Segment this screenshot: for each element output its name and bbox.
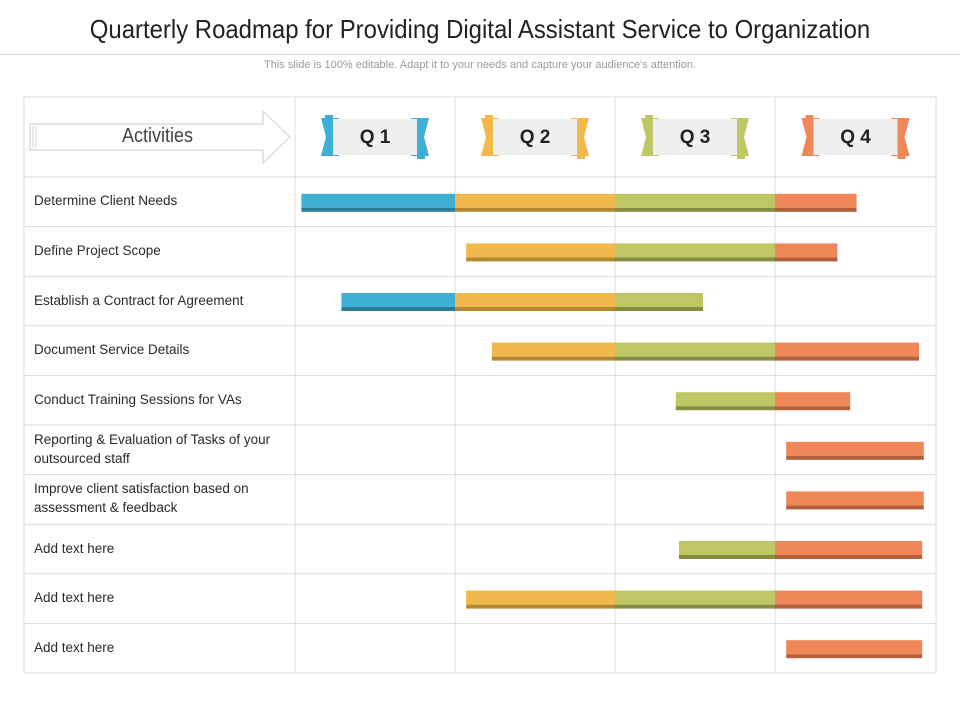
- quarter-tab-1: [321, 115, 429, 159]
- quarter-tab-notch: [645, 115, 653, 118]
- grid-lines: [23, 96, 937, 674]
- bar-segment-q4: [786, 441, 924, 456]
- activity-label: Document Service Details: [34, 342, 190, 358]
- activity-label: Add text here: [34, 639, 115, 655]
- bar-segment-shadow: [341, 307, 455, 311]
- quarter-tab-body: [813, 119, 898, 155]
- activity-bar: [466, 243, 838, 262]
- bar-segment-shadow: [775, 406, 851, 411]
- activity-bar: [786, 640, 923, 659]
- quarter-tab-notch: [897, 156, 906, 159]
- bar-segment-q4: [775, 342, 919, 357]
- activity-label: Improve client satisfaction based on ass…: [34, 481, 249, 516]
- bar-segment-q2: [491, 342, 615, 357]
- bar-segment-shadow: [679, 555, 775, 559]
- bar-segment-shadow: [615, 307, 703, 311]
- bar-segment-shadow: [786, 654, 923, 659]
- activity-bar: [341, 293, 703, 311]
- bar-segment-shadow: [775, 257, 838, 262]
- quarter-label-1: Q 1: [359, 127, 391, 148]
- bar-segment-shadow: [775, 555, 923, 559]
- bar-segment-shadow: [615, 257, 775, 262]
- bar-segment-q4: [775, 541, 923, 555]
- quarter-tab-body: [333, 119, 417, 155]
- quarter-tab-4: [801, 115, 910, 159]
- activity-label: Define Project Scope: [34, 242, 161, 258]
- bar-segment-q3: [615, 243, 775, 258]
- bar-segment-shadow: [301, 207, 455, 212]
- bar-segment-shadow: [466, 604, 615, 609]
- bar-segment-q2: [466, 243, 615, 258]
- bar-segment-q3: [679, 541, 775, 555]
- quarter-label-3: Q 3: [679, 127, 711, 148]
- bar-segment-shadow: [775, 356, 919, 361]
- activity-bar: [466, 590, 923, 609]
- title-divider: [0, 54, 960, 55]
- quarter-label-2: Q 2: [519, 127, 551, 148]
- bar-segment-shadow: [775, 604, 923, 609]
- bar-segment-q1: [341, 293, 455, 307]
- activities-label: Activities: [122, 125, 194, 147]
- page-title: Quarterly Roadmap for Providing Digital …: [89, 14, 871, 44]
- quarter-tab-2: [481, 115, 589, 159]
- bar-segment-q2: [455, 193, 615, 208]
- bar-segment-q3: [615, 293, 703, 307]
- quarter-tab-notch: [737, 156, 745, 159]
- bar-segment-shadow: [786, 455, 924, 460]
- bar-segment-shadow: [615, 356, 775, 361]
- activity-label: Determine Client Needs: [34, 193, 178, 209]
- bar-segment-shadow: [675, 406, 775, 411]
- activity-bar: [675, 392, 851, 411]
- activity-bar: [679, 541, 923, 559]
- quarter-tab-notch: [417, 156, 425, 159]
- bar-segment-shadow: [615, 207, 775, 212]
- page-subtitle: This slide is 100% editable. Adapt it to…: [264, 59, 696, 71]
- bar-segment-shadow: [455, 307, 615, 311]
- quarter-tab-notch: [577, 156, 585, 159]
- activity-bar: [786, 491, 924, 510]
- bar-segment-q2: [455, 293, 615, 307]
- quarter-tab-3: [641, 115, 749, 159]
- gantt-bars: [301, 193, 924, 659]
- bar-segment-q4: [775, 193, 857, 208]
- bar-segment-q2: [466, 590, 615, 605]
- activity-label: Add text here: [34, 540, 115, 556]
- quarter-tab-notch: [325, 115, 333, 118]
- quarter-tabs: [321, 115, 910, 159]
- bar-segment-shadow: [775, 207, 857, 212]
- bar-segment-q1: [301, 193, 455, 208]
- grid-border: [23, 96, 937, 674]
- bar-segment-q3: [615, 342, 775, 357]
- bar-segment-q4: [775, 590, 923, 605]
- activity-bar: [491, 342, 919, 361]
- bar-segment-q3: [615, 193, 775, 208]
- activity-label: Reporting & Evaluation of Tasks of your …: [34, 431, 271, 466]
- bar-segment-shadow: [466, 257, 615, 262]
- activities-arrow: [29, 109, 291, 165]
- activity-bar: [301, 193, 857, 212]
- bar-segment-shadow: [786, 505, 924, 510]
- quarter-tab-notch: [485, 115, 493, 118]
- bar-segment-shadow: [491, 356, 615, 361]
- activity-label: Conduct Training Sessions for VAs: [34, 391, 242, 407]
- bar-segment-q4: [786, 491, 924, 506]
- bar-segment-q4: [786, 640, 923, 655]
- bar-segment-q4: [775, 392, 851, 407]
- bar-segment-shadow: [615, 604, 775, 609]
- bar-segment-q4: [775, 243, 838, 258]
- bar-segment-q3: [675, 392, 775, 407]
- bar-segment-q3: [615, 590, 775, 605]
- bar-segment-shadow: [455, 207, 615, 212]
- activity-bar: [786, 441, 924, 460]
- activity-label: Establish a Contract for Agreement: [34, 292, 244, 308]
- activity-label: Add text here: [34, 590, 115, 606]
- quarter-tab-body: [493, 119, 577, 155]
- quarter-tab-body: [653, 119, 737, 155]
- quarter-label-4: Q 4: [840, 127, 871, 148]
- quarter-tab-notch: [805, 115, 814, 118]
